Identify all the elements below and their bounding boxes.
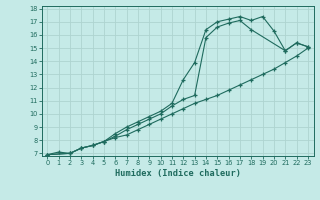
X-axis label: Humidex (Indice chaleur): Humidex (Indice chaleur)	[115, 169, 241, 178]
